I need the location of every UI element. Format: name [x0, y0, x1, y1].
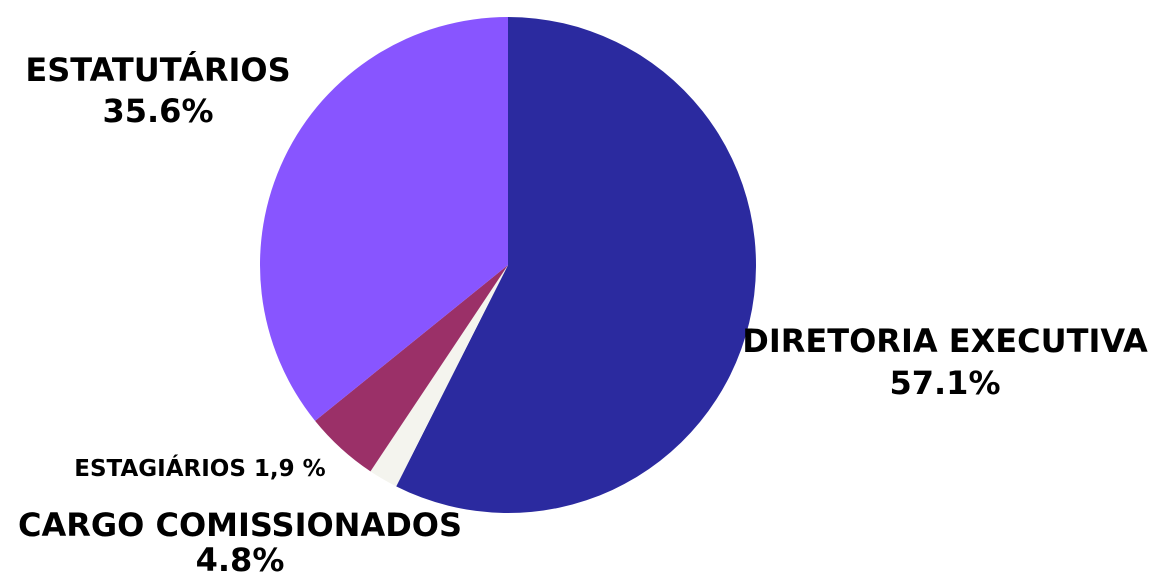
- pie-slice: [260, 17, 508, 421]
- pie-slice: [370, 265, 508, 487]
- pie-slice: [315, 265, 508, 472]
- category-label: ESTATUTÁRIOS: [25, 51, 290, 89]
- category-label: CARGO COMISSIONADOS: [18, 506, 462, 544]
- pie-slice: [396, 17, 757, 513]
- value-label: 1,9 %: [254, 456, 326, 482]
- category-label: ESTAGIÁRIOS: [74, 454, 246, 482]
- slice-label: ESTAGIÁRIOS 1,9 %: [74, 454, 325, 482]
- value-label: 57.1%: [889, 364, 1000, 402]
- value-label: 4.8%: [196, 541, 285, 578]
- category-label: DIRETORIA EXECUTIVA: [742, 322, 1148, 360]
- value-label: 35.6%: [102, 92, 213, 130]
